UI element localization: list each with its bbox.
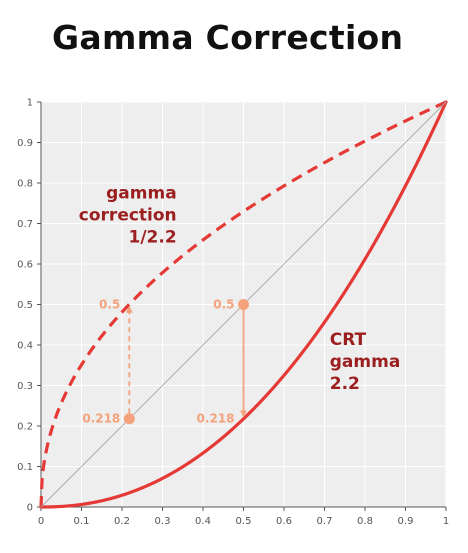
y-tick-label-6: 0.6 — [17, 260, 33, 271]
annotation-dot-0 — [123, 413, 135, 425]
x-tick-label-4: 0.4 — [195, 516, 211, 527]
y-tick-label-2: 0.2 — [17, 422, 33, 433]
y-tick-label-0: 0 — [27, 503, 33, 514]
annotation-label-low-1: 0.218 — [197, 412, 235, 426]
x-tick-label-5: 0.5 — [236, 516, 252, 527]
y-tick-label-4: 0.4 — [17, 341, 33, 352]
crt-gamma-label-line-0: CRT — [330, 330, 367, 350]
x-tick-label-0: 0 — [38, 516, 44, 527]
y-tick-label-9: 0.9 — [17, 138, 33, 149]
y-tick-label-7: 0.7 — [17, 219, 33, 230]
x-tick-label-8: 0.8 — [357, 516, 373, 527]
y-tick-label-8: 0.8 — [17, 179, 33, 190]
x-tick-label-2: 0.2 — [114, 516, 130, 527]
crt-gamma-label-line-1: gamma — [330, 352, 401, 372]
x-tick-label-6: 0.6 — [276, 516, 292, 527]
y-tick-label-10: 1 — [27, 98, 33, 109]
y-tick-label-5: 0.5 — [17, 300, 33, 311]
y-tick-label-3: 0.3 — [17, 381, 33, 392]
gamma-correction-curve — [39, 100, 447, 508]
annotation-label-low-0: 0.218 — [82, 412, 120, 426]
annotations: 0.5 0.218 0.5 0.218 — [82, 298, 249, 426]
x-tick-label-7: 0.7 — [317, 516, 333, 527]
x-tick-label-9: 0.9 — [398, 516, 414, 527]
gamma-correction-label-line-2: 1/2.2 — [129, 227, 177, 247]
x-tick-label-3: 0.3 — [155, 516, 171, 527]
gamma-correction-label-line-0: gamma — [106, 183, 177, 203]
annotation-dot-1 — [238, 299, 249, 310]
x-tick-label-1: 0.1 — [74, 516, 90, 527]
chart-title: Gamma Correction — [52, 18, 404, 57]
gamma-correction-label-line-1: correction — [79, 205, 177, 225]
gamma-correction-label: gamma correction 1/2.2 — [79, 183, 177, 247]
x-tick-label-10: 1 — [443, 516, 449, 527]
tick-labels: 0 0.1 0.2 0.3 0.4 0.5 0.6 0.7 0.8 0.9 1 0 0.1 0.2 0.3 0… — [17, 98, 449, 528]
annotation-label-high-0: 0.5 — [99, 298, 120, 312]
annotation-label-high-1: 0.5 — [213, 298, 234, 312]
crt-gamma-label: CRT gamma 2.2 — [330, 330, 401, 394]
crt-gamma-curve — [39, 100, 448, 509]
crt-gamma-label-line-2: 2.2 — [330, 374, 360, 394]
y-tick-label-1: 0.1 — [17, 462, 33, 473]
